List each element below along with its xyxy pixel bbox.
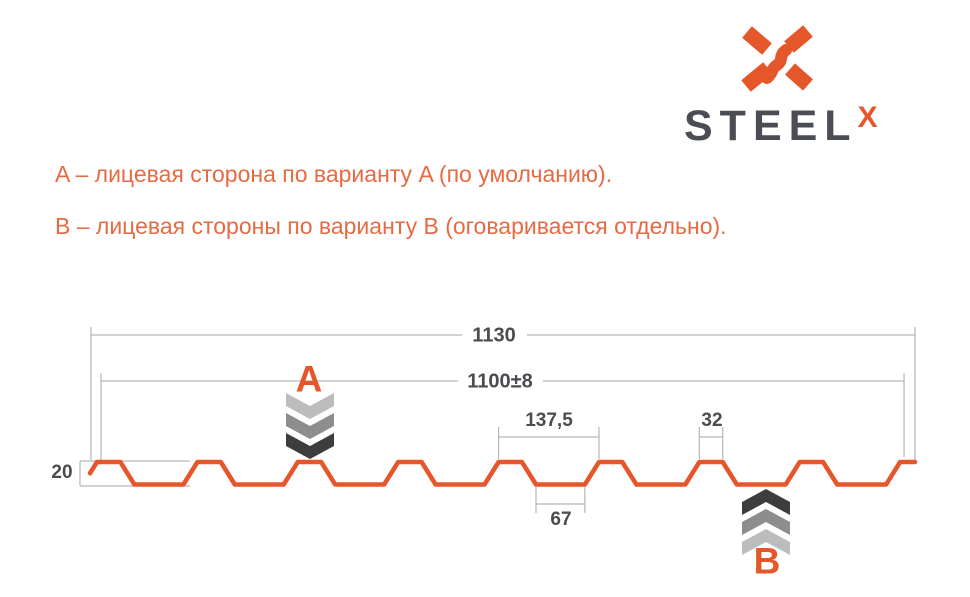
dim-pitch-label: 137,5 bbox=[525, 410, 573, 431]
variant-a-arrows-icon bbox=[286, 393, 334, 459]
dim-crest-label: 32 bbox=[701, 410, 723, 431]
dim-cover-width-label: 1100±8 bbox=[467, 370, 533, 393]
steelx-wordmark: STEELX bbox=[684, 101, 914, 154]
wordmark-steel: STEEL bbox=[684, 102, 858, 150]
variant-b-arrows-icon bbox=[742, 489, 790, 555]
wordmark-x: X bbox=[857, 101, 878, 134]
dim-overall-width-label: 1130 bbox=[472, 324, 516, 347]
sheet-profile-line bbox=[87, 459, 918, 487]
variant-b-letter: B bbox=[753, 540, 781, 582]
variant-a-letter: A bbox=[295, 358, 323, 400]
note-variant-b: B – лицевая стороны по варианту B (огова… bbox=[55, 213, 727, 239]
dim-valley-label: 67 bbox=[550, 509, 572, 530]
steelx-logo-icon bbox=[741, 25, 813, 92]
note-variant-a: A – лицевая сторона по варианту A (по ум… bbox=[55, 161, 613, 187]
dim-height-label: 20 bbox=[51, 462, 73, 483]
